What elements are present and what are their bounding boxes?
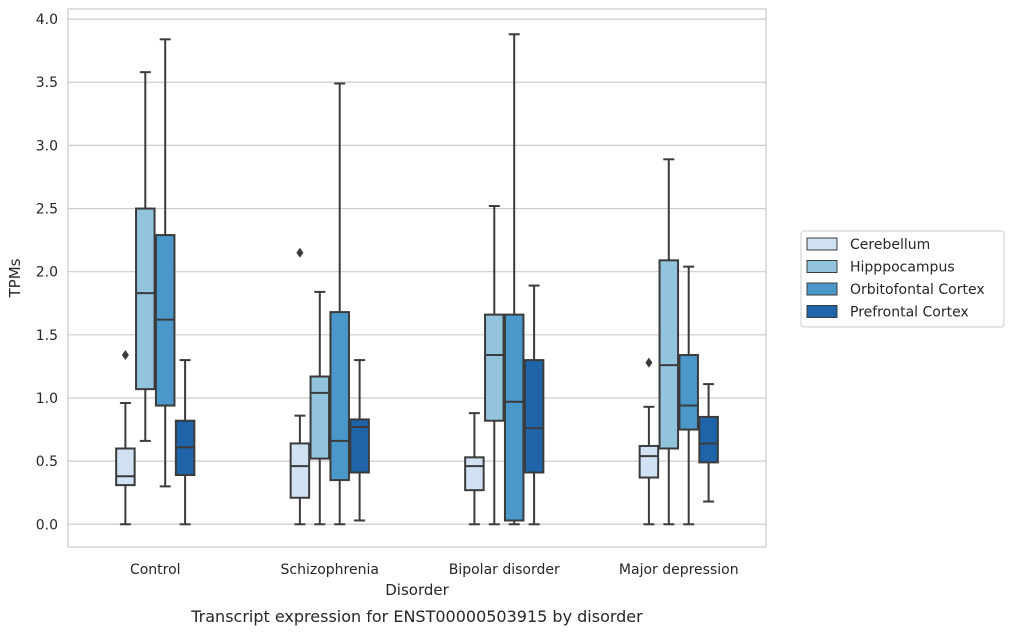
legend-swatch (806, 260, 838, 273)
y-tick-label: 3.0 (36, 138, 58, 154)
outlier-point (296, 247, 304, 258)
legend-label: Hipppocampus (850, 260, 955, 276)
box-hipppocampus (484, 205, 505, 526)
box-body (658, 259, 680, 450)
box-body (523, 359, 545, 474)
legend-swatch (806, 237, 838, 251)
x-axis-label: Disorder (385, 581, 449, 599)
box-body (484, 313, 505, 422)
box-cerebellum (289, 247, 311, 526)
x-axis: Control Schizophrenia Bipolar disorder Majo… (130, 562, 739, 578)
box-orbitofontal-cortex (329, 82, 350, 526)
box-orbitofontal-cortex (503, 33, 525, 526)
y-tick-label: 0.0 (36, 517, 58, 533)
y-tick-label: 2.5 (36, 202, 58, 218)
legend-swatch (806, 305, 838, 318)
box-prefrontal-cortex (698, 383, 719, 503)
y-tick-label: 4.0 (36, 12, 58, 28)
y-tick-label: 0.5 (36, 454, 58, 470)
x-tick-label: Control (130, 562, 181, 578)
y-tick-label: 1.0 (36, 391, 58, 407)
box-body (115, 447, 136, 487)
outlier-point (121, 350, 129, 361)
outlier-point (645, 357, 653, 368)
box-body (638, 444, 660, 479)
box-body (329, 311, 350, 482)
box-hipppocampus (309, 290, 331, 526)
box-body (349, 418, 370, 474)
legend-frame (800, 230, 1005, 328)
y-tick-label: 3.5 (36, 75, 58, 91)
box-cerebellum (115, 350, 136, 526)
box-cerebellum (638, 357, 660, 526)
box-prefrontal-cortex (349, 359, 370, 522)
box-cerebellum (464, 412, 485, 526)
box-hipppocampus (658, 158, 680, 526)
y-axis: 0.0 0.5 1.0 1.5 2.0 2.5 3.0 3.5 4.0 (36, 12, 58, 533)
box-groups (115, 33, 719, 526)
box-orbitofontal-cortex (154, 38, 176, 488)
legend-swatch (806, 282, 838, 296)
box-body (464, 456, 485, 492)
box-body (289, 442, 311, 499)
chart-caption: Transcript expression for ENST0000050391… (190, 607, 643, 626)
y-axis-label: TPMs (6, 258, 24, 298)
x-tick-label: Schizophrenia (281, 562, 379, 578)
box-body (503, 313, 525, 522)
box-prefrontal-cortex (523, 284, 545, 526)
box-orbitofontal-cortex (678, 265, 699, 526)
box-body (698, 415, 719, 464)
x-tick-label: Major depression (619, 562, 739, 578)
box-body (309, 375, 331, 460)
legend-label: Prefrontal Cortex (850, 305, 969, 321)
box-hipppocampus (135, 71, 156, 442)
box-body (135, 207, 156, 391)
legend-label: Orbitofontal Cortex (850, 282, 985, 298)
box-prefrontal-cortex (174, 359, 196, 526)
plot-frame (67, 8, 767, 548)
y-tick-label: 1.5 (36, 328, 58, 344)
box-body (678, 354, 699, 431)
legend-label: Cerebellum (850, 237, 930, 253)
x-tick-label: Bipolar disorder (449, 562, 560, 578)
legend: Cerebellum Hipppocampus Orbitofontal Corte… (800, 230, 1005, 328)
y-tick-label: 2.0 (36, 265, 58, 281)
